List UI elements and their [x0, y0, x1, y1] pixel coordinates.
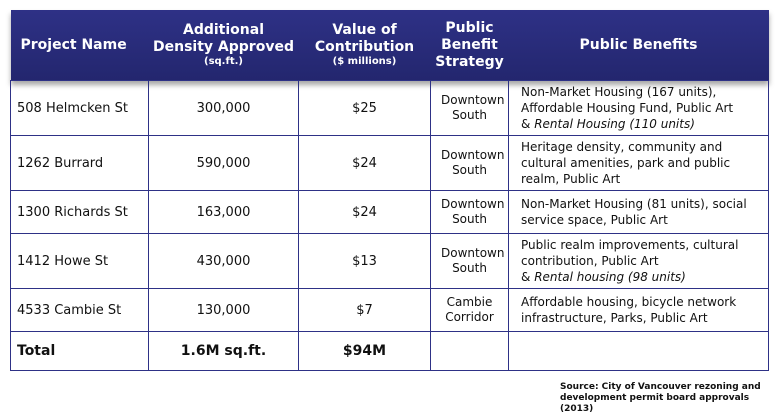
- header-cell: Additional Density Approved (sq.ft.): [149, 10, 299, 81]
- benefit-line: realm, Public Art: [521, 172, 621, 186]
- header-text: Additional Density Approved: [153, 22, 294, 55]
- cell: $25: [298, 80, 431, 136]
- table-wrap: Project Name Additional Density Approved…: [10, 10, 769, 371]
- source-note: Source: City of Vancouver rezoning and de…: [560, 382, 770, 415]
- note-prefix: &: [521, 117, 531, 131]
- note-prefix: &: [521, 270, 531, 284]
- cell: 300,000: [148, 80, 299, 136]
- benefit-line: Non-Market Housing (81 units), social: [521, 197, 747, 211]
- cell: $7: [298, 288, 431, 332]
- cell: Public realm improvements, cultural contr…: [508, 233, 769, 289]
- table-row: 1262 Burrard 590,000 $24 Downtown South Heri…: [10, 135, 769, 191]
- strategy: Downtown South: [441, 246, 505, 275]
- table-header: Project Name Additional Density Approved…: [10, 10, 769, 81]
- cell: Heritage density, community and cultural …: [508, 135, 769, 191]
- cell: 1.6M sq.ft.: [148, 331, 299, 371]
- table-row: 4533 Cambie St 130,000 $7 Cambie Corridor Af…: [10, 288, 769, 332]
- header-row: Project Name Additional Density Approved…: [10, 10, 769, 81]
- header-text: Public Benefits: [579, 36, 698, 53]
- cell: $24: [298, 135, 431, 191]
- cell: 590,000: [148, 135, 299, 191]
- density: 300,000: [196, 100, 251, 116]
- benefit-line: Non-Market Housing (167 units),: [521, 85, 717, 99]
- benefit-line: infrastructure, Parks, Public Art: [521, 311, 708, 325]
- contribution: $13: [352, 253, 377, 269]
- project-name: 1412 Howe St: [17, 253, 109, 269]
- density: 590,000: [196, 155, 251, 171]
- benefit-line: cultural amenities, park and public: [521, 156, 731, 170]
- header-text: Value of Contribution: [314, 22, 415, 55]
- cell: Cambie Corridor: [430, 288, 509, 332]
- cell: Non-Market Housing (167 units), Affordabl…: [508, 80, 769, 136]
- project-name: 1300 Richards St: [17, 204, 128, 220]
- cell: 1300 Richards St: [10, 190, 149, 234]
- cell: $94M: [298, 331, 431, 371]
- cell: 4533 Cambie St: [10, 288, 149, 332]
- cell: Downtown South: [430, 135, 509, 191]
- header-unit: ($ millions): [332, 56, 397, 67]
- total-label: Total: [17, 342, 56, 359]
- total-row: Total 1.6M sq.ft. $94M: [10, 331, 769, 371]
- source-line: development permit board approvals (2013…: [560, 393, 750, 414]
- benefit-line: Affordable Housing Fund, Public Art: [521, 101, 734, 115]
- cell: $13: [298, 233, 431, 289]
- cell: [508, 331, 769, 371]
- strategy: Cambie Corridor: [445, 295, 494, 324]
- cell: 430,000: [148, 233, 299, 289]
- note-italic: Rental Housing (110 units): [534, 117, 695, 131]
- table-row: 1300 Richards St 163,000 $24 Downtown South…: [10, 190, 769, 234]
- header-text: Project Name: [20, 36, 127, 53]
- contribution: $24: [352, 204, 377, 220]
- table-row: 1412 Howe St 430,000 $13 Downtown South Publ…: [10, 233, 769, 289]
- cell: 508 Helmcken St: [10, 80, 149, 136]
- strategy: Downtown South: [441, 93, 505, 122]
- header-cell: Value of Contribution ($ millions): [299, 10, 431, 81]
- contribution: $7: [356, 302, 373, 318]
- table-body: 508 Helmcken St 300,000 $25 Downtown South N…: [10, 80, 769, 371]
- cell: Downtown South: [430, 80, 509, 136]
- total-density: 1.6M sq.ft.: [180, 342, 267, 359]
- cell: 130,000: [148, 288, 299, 332]
- cell: 1262 Burrard: [10, 135, 149, 191]
- total-value: $94M: [342, 342, 387, 359]
- benefit-line: Public realm improvements, cultural: [521, 238, 739, 252]
- strategy: Downtown South: [441, 148, 505, 177]
- header-cell: Public Benefit Strategy: [431, 10, 509, 81]
- cell: 1412 Howe St: [10, 233, 149, 289]
- table: Project Name Additional Density Approved…: [10, 10, 769, 371]
- project-name: 4533 Cambie St: [17, 302, 122, 318]
- cell: Total: [10, 331, 149, 371]
- table-row: 508 Helmcken St 300,000 $25 Downtown South N…: [10, 80, 769, 136]
- cell: Non-Market Housing (81 units), social ser…: [508, 190, 769, 234]
- cell: [430, 331, 509, 371]
- header-cell: Public Benefits: [509, 10, 769, 81]
- density: 130,000: [196, 302, 251, 318]
- header-text: Public Benefit Strategy: [435, 19, 504, 70]
- header-unit: (sq.ft.): [204, 56, 243, 67]
- density: 163,000: [196, 204, 251, 220]
- contribution: $24: [352, 155, 377, 171]
- strategy: Downtown South: [441, 197, 505, 226]
- benefit-note: & Rental Housing (110 units): [521, 116, 762, 132]
- cell: Affordable housing, bicycle network infra…: [508, 288, 769, 332]
- source-line: Source: City of Vancouver rezoning and: [560, 382, 761, 392]
- benefit-line: service space, Public Art: [521, 213, 668, 227]
- benefit-note: & Rental housing (98 units): [521, 269, 762, 285]
- cell: Downtown South: [430, 233, 509, 289]
- project-name: 1262 Burrard: [17, 155, 104, 171]
- benefit-line: contribution, Public Art: [521, 254, 659, 268]
- contribution: $25: [352, 100, 377, 116]
- header-cell: Project Name: [11, 10, 149, 81]
- note-italic: Rental housing (98 units): [534, 270, 686, 284]
- cell: Downtown South: [430, 190, 509, 234]
- project-name: 508 Helmcken St: [17, 100, 128, 116]
- cell: 163,000: [148, 190, 299, 234]
- density: 430,000: [196, 253, 251, 269]
- benefit-line: Heritage density, community and: [521, 140, 723, 154]
- cell: $24: [298, 190, 431, 234]
- benefit-line: Affordable housing, bicycle network: [521, 295, 737, 309]
